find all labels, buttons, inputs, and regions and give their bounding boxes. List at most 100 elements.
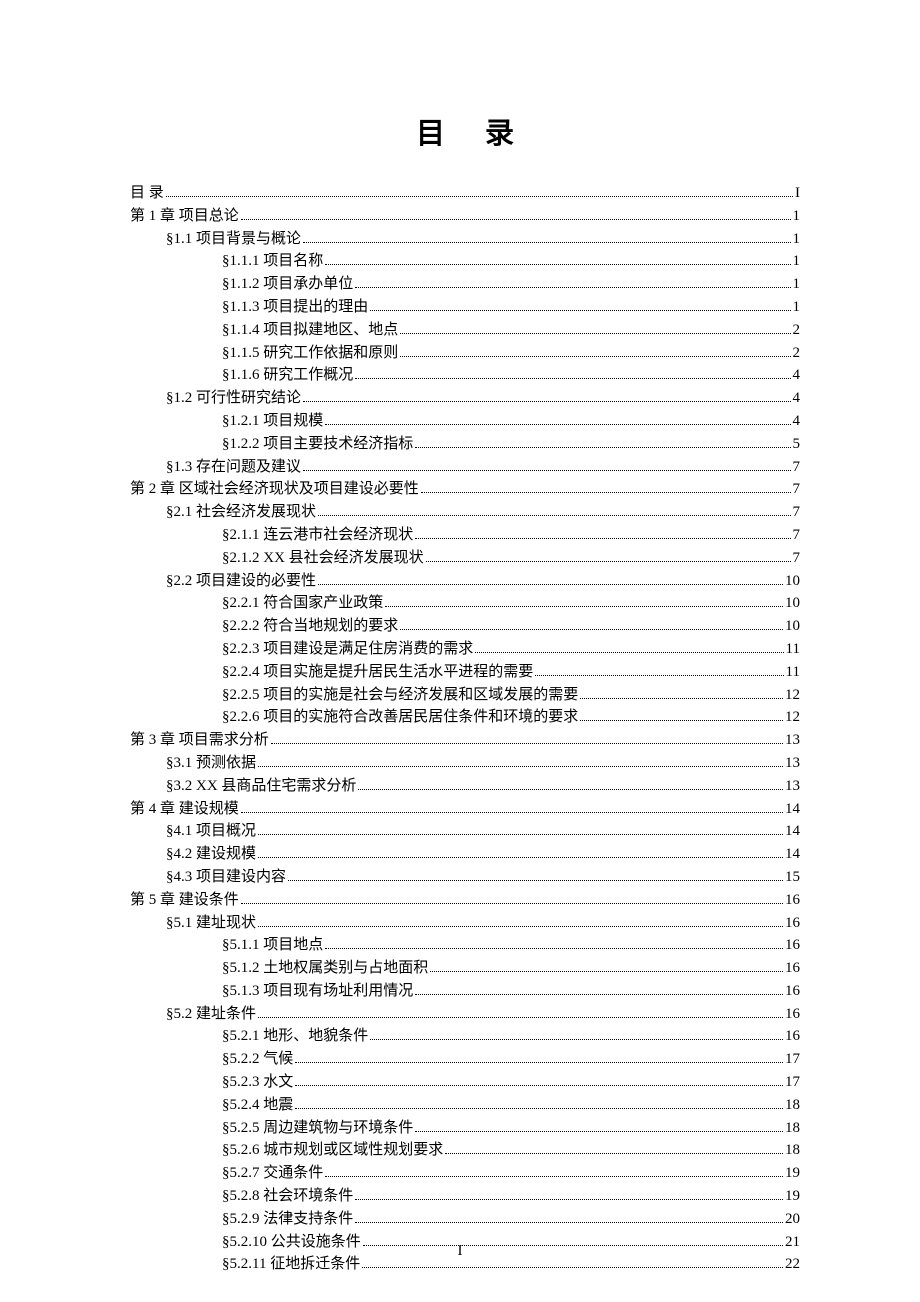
- toc-dot-leader: [325, 254, 790, 266]
- toc-entry-label: 第 4 章 建设规模: [130, 798, 239, 821]
- toc-entry: §1.2 可行性研究结论4: [130, 387, 800, 410]
- toc-entry-label: 第 3 章 项目需求分析: [130, 729, 269, 752]
- toc-entry-label: §2.2.2 符合当地规划的要求: [222, 615, 398, 638]
- toc-entry-page: 13: [785, 775, 800, 798]
- toc-entry: §4.1 项目概况14: [130, 820, 800, 843]
- toc-entry-label: §2.1.1 连云港市社会经济现状: [222, 524, 413, 547]
- toc-entry-page: 7: [793, 501, 801, 524]
- toc-entry: §5.2.6 城市规划或区域性规划要求18: [130, 1139, 800, 1162]
- toc-entry: §5.1.3 项目现有场址利用情况16: [130, 980, 800, 1003]
- toc-entry: §5.2.2 气候17: [130, 1048, 800, 1071]
- toc-dot-leader: [370, 1029, 783, 1041]
- toc-entry: §1.1.4 项目拟建地区、地点2: [130, 319, 800, 342]
- toc-entry: §5.1.1 项目地点16: [130, 934, 800, 957]
- toc-entry-page: 1: [793, 296, 801, 319]
- toc-dot-leader: [355, 368, 790, 380]
- toc-entry: §1.1.2 项目承办单位1: [130, 273, 800, 296]
- toc-entry-page: 16: [785, 912, 800, 935]
- toc-entry-label: §2.2.5 项目的实施是社会与经济发展和区域发展的需要: [222, 684, 578, 707]
- toc-entry-label: §1.3 存在问题及建议: [166, 456, 301, 479]
- toc-entry: 目 录I: [130, 182, 800, 205]
- toc-entry-label: §5.2.2 气候: [222, 1048, 293, 1071]
- toc-dot-leader: [258, 755, 783, 767]
- toc-entry-label: §2.1.2 XX 县社会经济发展现状: [222, 547, 424, 570]
- toc-dot-leader: [445, 1143, 783, 1155]
- toc-entry-label: §2.2.4 项目实施是提升居民生活水平进程的需要: [222, 661, 533, 684]
- toc-entry-page: I: [795, 182, 800, 205]
- toc-dot-leader: [258, 847, 783, 859]
- toc-entry: §5.1.2 土地权属类别与占地面积16: [130, 957, 800, 980]
- toc-entry-label: §4.2 建设规模: [166, 843, 256, 866]
- toc-entry-label: §1.2.1 项目规模: [222, 410, 323, 433]
- toc-dot-leader: [535, 664, 783, 676]
- toc-dot-leader: [318, 505, 790, 517]
- toc-entry-page: 5: [793, 433, 801, 456]
- toc-entry-label: §5.2.3 水文: [222, 1071, 293, 1094]
- toc-dot-leader: [358, 778, 783, 790]
- toc-entry: §2.2.6 项目的实施符合改善居民居住条件和环境的要求 12: [130, 706, 800, 729]
- toc-dot-leader: [415, 436, 790, 448]
- toc-dot-leader: [426, 550, 791, 562]
- toc-dot-leader: [421, 482, 791, 494]
- toc-dot-leader: [288, 869, 783, 881]
- toc-dot-leader: [325, 938, 783, 950]
- toc-entry: 第 3 章 项目需求分析13: [130, 729, 800, 752]
- toc-dot-leader: [295, 1052, 783, 1064]
- toc-entry-page: 1: [793, 228, 801, 251]
- toc-entry-page: 4: [793, 364, 801, 387]
- page-title: 目录: [130, 110, 800, 152]
- toc-entry-label: §2.2.1 符合国家产业政策: [222, 592, 383, 615]
- toc-entry: §5.1 建址现状16: [130, 912, 800, 935]
- toc-entry: §5.2 建址条件16: [130, 1003, 800, 1026]
- toc-dot-leader: [325, 1166, 783, 1178]
- toc-entry-page: 12: [785, 684, 800, 707]
- toc-entry-page: 7: [793, 456, 801, 479]
- toc-entry-label: §1.2.2 项目主要技术经济指标: [222, 433, 413, 456]
- toc-dot-leader: [258, 1006, 783, 1018]
- toc-entry-label: §5.1.3 项目现有场址利用情况: [222, 980, 413, 1003]
- toc-entry-label: §5.1.2 土地权属类别与占地面积: [222, 957, 428, 980]
- toc-entry-page: 17: [785, 1071, 800, 1094]
- toc-entry: §1.1.6 研究工作概况 4: [130, 364, 800, 387]
- toc-entry: §3.1 预测依据13: [130, 752, 800, 775]
- toc-entry-page: 12: [785, 706, 800, 729]
- toc-entry-label: §2.2.6 项目的实施符合改善居民居住条件和环境的要求: [222, 706, 578, 729]
- toc-entry-page: 19: [785, 1162, 800, 1185]
- toc-entry: §5.2.4 地震18: [130, 1094, 800, 1117]
- toc-dot-leader: [400, 619, 783, 631]
- toc-entry-page: 1: [793, 250, 801, 273]
- toc-dot-leader: [430, 961, 783, 973]
- toc-entry-page: 19: [785, 1185, 800, 1208]
- toc-dot-leader: [166, 186, 793, 198]
- toc-entry: §5.2.7 交通条件19: [130, 1162, 800, 1185]
- toc-dot-leader: [318, 573, 783, 585]
- toc-entry-label: §5.2.9 法律支持条件: [222, 1208, 353, 1231]
- toc-entry: §2.1.2 XX 县社会经济发展现状7: [130, 547, 800, 570]
- toc-entry-label: §1.1.6 研究工作概况: [222, 364, 353, 387]
- toc-dot-leader: [241, 208, 791, 220]
- toc-entry: §2.2 项目建设的必要性10: [130, 570, 800, 593]
- toc-entry-label: §1.1.2 项目承办单位: [222, 273, 353, 296]
- toc-entry-page: 1: [793, 205, 801, 228]
- toc-entry-label: §5.1.1 项目地点: [222, 934, 323, 957]
- toc-dot-leader: [258, 824, 783, 836]
- toc-entry-page: 20: [785, 1208, 800, 1231]
- toc-entry: §5.2.5 周边建筑物与环境条件18: [130, 1117, 800, 1140]
- document-page: 目录 目 录I第 1 章 项目总论1§1.1 项目背景与概论1§1.1.1 项目…: [0, 0, 920, 1302]
- toc-entry-label: §5.2.1 地形、地貌条件: [222, 1025, 368, 1048]
- toc-entry: 第 1 章 项目总论1: [130, 205, 800, 228]
- toc-dot-leader: [295, 1075, 783, 1087]
- footer-page-number: I: [0, 1243, 920, 1260]
- toc-entry-page: 16: [785, 889, 800, 912]
- toc-entry: §5.2.3 水文 17: [130, 1071, 800, 1094]
- toc-entry-page: 4: [793, 410, 801, 433]
- toc-entry-page: 14: [785, 798, 800, 821]
- toc-entry-label: §3.1 预测依据: [166, 752, 256, 775]
- toc-dot-leader: [385, 596, 783, 608]
- toc-dot-leader: [415, 983, 783, 995]
- toc-entry-label: §1.2 可行性研究结论: [166, 387, 301, 410]
- toc-entry-label: §2.2 项目建设的必要性: [166, 570, 316, 593]
- toc-entry-label: §1.1.5 研究工作依据和原则: [222, 342, 398, 365]
- toc-entry: §1.1.3 项目提出的理由1: [130, 296, 800, 319]
- toc-dot-leader: [303, 391, 790, 403]
